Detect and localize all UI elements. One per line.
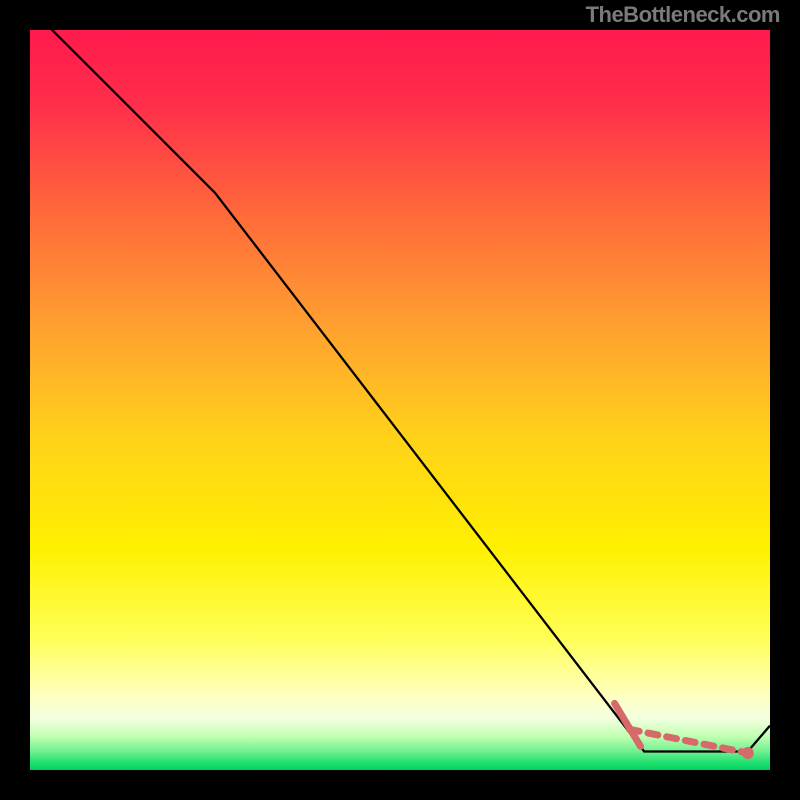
bottleneck-chart xyxy=(30,30,770,770)
chart-frame: TheBottleneck.com xyxy=(0,0,800,800)
end-marker xyxy=(742,747,754,759)
chart-svg xyxy=(30,30,770,770)
watermark-text: TheBottleneck.com xyxy=(586,2,780,28)
gradient-background xyxy=(30,30,770,770)
